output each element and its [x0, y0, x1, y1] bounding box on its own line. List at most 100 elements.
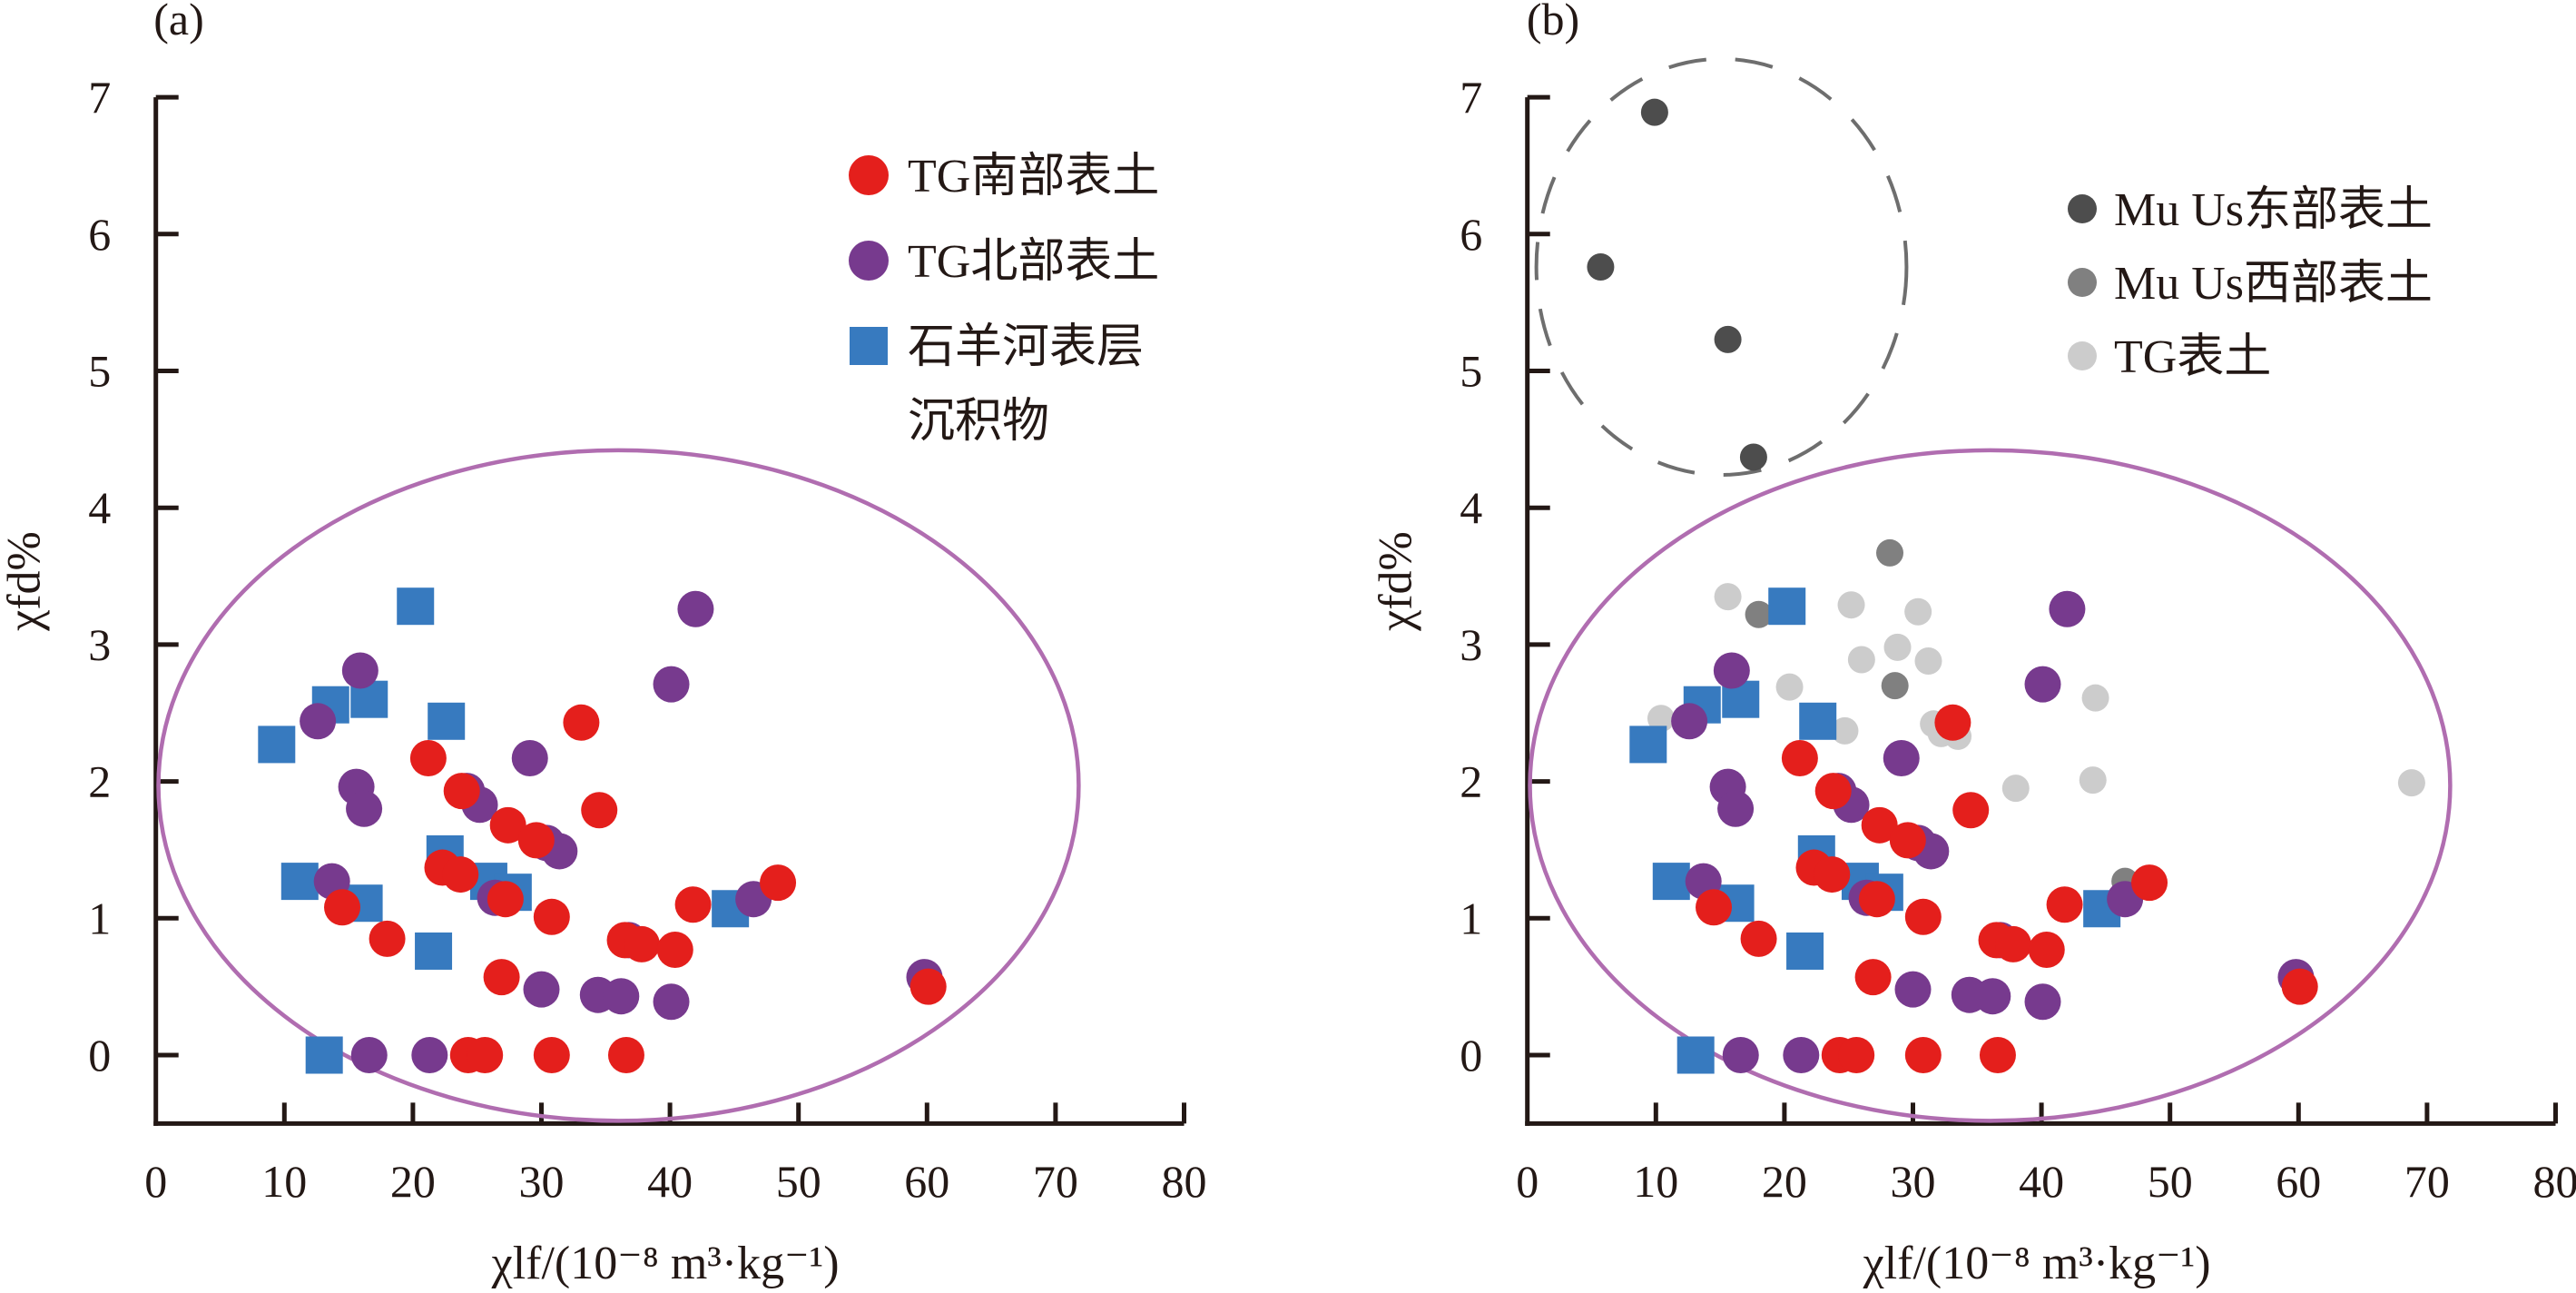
y-tick-label: 6 — [88, 209, 111, 260]
data-point-circle — [533, 1037, 570, 1073]
data-point-circle — [1831, 716, 1859, 745]
data-point-circle — [1783, 1037, 1820, 1073]
x-tick-label: 20 — [390, 1156, 436, 1207]
data-point-circle — [369, 920, 406, 957]
data-point-circle — [1994, 925, 2031, 962]
y-tick-label: 1 — [1460, 893, 1482, 943]
x-tick-label: 60 — [904, 1156, 949, 1207]
data-point-circle — [2024, 666, 2061, 703]
legend-marker-circle — [2068, 341, 2097, 370]
y-tick-label: 5 — [88, 346, 111, 397]
data-point-circle — [442, 856, 479, 893]
data-point-circle — [1722, 1037, 1759, 1073]
data-point-circle — [1814, 856, 1851, 893]
cluster-ellipse — [156, 448, 1081, 1123]
data-point-circle — [1647, 705, 1675, 733]
panel-label: (a) — [153, 0, 204, 44]
y-tick-label: 2 — [1460, 756, 1482, 807]
data-point-square — [1768, 587, 1806, 626]
data-point-circle — [1745, 600, 1773, 628]
y-tick-label: 7 — [88, 72, 111, 123]
data-point-circle — [653, 983, 690, 1021]
data-point-circle — [2046, 886, 2083, 923]
x-tick-label: 30 — [1891, 1156, 1936, 1207]
y-tick-label: 0 — [1460, 1030, 1482, 1081]
data-point-circle — [2049, 590, 2086, 627]
y-axis-title: χfd% — [0, 531, 51, 632]
data-point-circle — [677, 590, 714, 627]
data-point-circle — [517, 822, 555, 859]
data-point-circle — [350, 1037, 388, 1073]
data-point-circle — [489, 806, 526, 844]
data-point-circle — [1714, 583, 1742, 611]
data-point-circle — [1858, 881, 1895, 918]
data-point-circle — [1914, 646, 1942, 675]
data-point-circle — [2079, 766, 2107, 795]
data-point-circle — [2281, 968, 2318, 1005]
y-tick-label: 3 — [88, 619, 111, 670]
legend-marker-square — [850, 327, 888, 365]
data-point-circle — [760, 864, 797, 902]
data-point-circle — [656, 931, 693, 968]
data-point-circle — [1881, 672, 1909, 700]
data-point-circle — [1713, 652, 1750, 689]
data-point-circle — [1904, 898, 1942, 935]
y-axis-title: χfd% — [1371, 531, 1422, 632]
data-point-circle — [607, 1037, 644, 1073]
data-point-square — [305, 1036, 343, 1074]
x-tick-label: 10 — [261, 1156, 307, 1207]
data-point-square — [280, 863, 319, 901]
data-point-circle — [1883, 739, 1920, 776]
data-point-circle — [2028, 931, 2065, 968]
data-point-circle — [1847, 646, 1875, 674]
y-tick-label: 1 — [88, 893, 111, 943]
legend-label: TG北部表土 — [908, 236, 1159, 288]
legend-label: TG南部表土 — [908, 151, 1159, 202]
x-tick-label: 80 — [2533, 1156, 2576, 1207]
data-point-circle — [1814, 773, 1852, 810]
data-point-circle — [2001, 775, 2030, 803]
x-tick-label: 60 — [2276, 1156, 2321, 1207]
legend-marker-circle — [2068, 268, 2097, 297]
x-tick-label: 0 — [1516, 1156, 1539, 1207]
data-point-circle — [2081, 684, 2109, 712]
data-point-circle — [2024, 983, 2061, 1021]
data-point-circle — [1640, 98, 1668, 126]
data-point-circle — [523, 971, 560, 1008]
cluster-ellipse — [1528, 448, 2453, 1123]
data-point-square — [1652, 863, 1690, 901]
x-tick-label: 0 — [144, 1156, 167, 1207]
data-point-circle — [1854, 959, 1892, 996]
x-tick-label: 30 — [519, 1156, 565, 1207]
data-point-circle — [1904, 1037, 1942, 1073]
data-point-square — [397, 587, 435, 626]
data-point-square — [1676, 1036, 1715, 1074]
x-tick-label: 50 — [776, 1156, 821, 1207]
legend-label-line2: 沉积物 — [908, 396, 1049, 448]
x-tick-label: 40 — [647, 1156, 693, 1207]
x-axis-title: χlf/(10⁻⁸ m³·kg⁻¹) — [491, 1238, 840, 1289]
legend-marker-circle — [849, 155, 889, 195]
data-point-square — [1799, 702, 1837, 740]
data-point-circle — [1952, 792, 1990, 829]
data-point-circle — [300, 703, 337, 740]
x-tick-label: 70 — [2404, 1156, 2450, 1207]
data-point-circle — [324, 889, 361, 926]
data-point-circle — [443, 773, 480, 810]
legend-label: 石羊河表层 — [908, 321, 1144, 373]
data-point-square — [1629, 725, 1667, 764]
y-tick-label: 4 — [88, 482, 111, 533]
data-point-circle — [1781, 739, 1818, 776]
data-point-circle — [1775, 673, 1804, 701]
y-tick-label: 4 — [1460, 482, 1482, 533]
data-point-circle — [1979, 1037, 2016, 1073]
data-point-circle — [603, 978, 640, 1015]
data-point-circle — [411, 1037, 448, 1073]
data-point-square — [1786, 932, 1824, 970]
data-point-circle — [1876, 538, 1904, 567]
data-point-circle — [563, 704, 600, 741]
y-tick-label: 6 — [1460, 209, 1482, 260]
panel-label: (b) — [1527, 0, 1579, 44]
data-point-circle — [1837, 591, 1865, 619]
